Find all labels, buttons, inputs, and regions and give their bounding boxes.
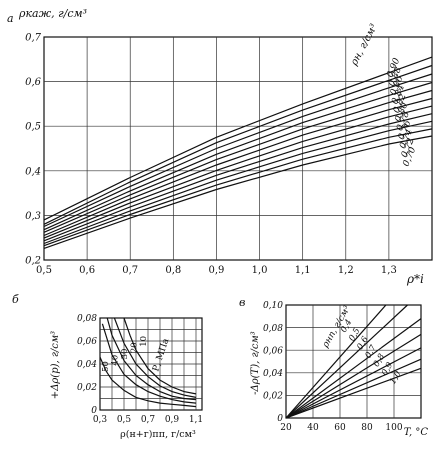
panel-1-y-tick-label: 0,4 xyxy=(25,166,41,177)
panel-2-series-line xyxy=(99,356,197,408)
panel-1-x-tick-label: 1,2 xyxy=(338,265,354,276)
panel-1-series-line xyxy=(43,105,433,239)
panel-3-series-line xyxy=(285,304,408,419)
panel-1-x-tick-label: 1,0 xyxy=(252,265,268,276)
panel-1-series-line xyxy=(43,81,433,231)
panel-1-x-tick-label: 0,8 xyxy=(165,265,181,276)
panel-3-x-axis-label: T, °C xyxy=(404,427,429,438)
panel-2-series-label: 10 xyxy=(139,336,149,347)
panel-1-series-line xyxy=(43,135,433,249)
panel-1-y-tick-label: 0,7 xyxy=(25,33,42,44)
panel-1-y-tick-label: 0,5 xyxy=(25,122,41,133)
panel-1-x-tick-label: 0,6 xyxy=(79,265,95,276)
panel-3-x-tick-label: 60 xyxy=(334,423,346,433)
panel-1-series-line xyxy=(43,128,433,247)
panel-1-frame xyxy=(43,36,433,261)
panel-1-y-tick-label: 0,2 xyxy=(25,256,41,267)
panel-2-series-label: 20 xyxy=(130,342,140,353)
panel-3-panel-letter: в xyxy=(239,296,245,309)
panel-2-y-tick-label: 0,04 xyxy=(77,360,97,370)
panel-2-x-tick-label: 0,7 xyxy=(141,415,156,425)
panel-2-legend-title: Р, МПа xyxy=(151,337,171,373)
panel-1-legend-title: ρн, г/см³ xyxy=(348,22,379,68)
panel-3-x-tick-label: 20 xyxy=(280,423,292,433)
panel-1-series-line xyxy=(43,56,433,221)
panel-3-y-tick-label: 0,10 xyxy=(263,301,283,311)
panel-2-series-line xyxy=(123,317,197,395)
panel-3-frame xyxy=(285,304,422,419)
panel-2-x-tick-label: 0,5 xyxy=(117,415,132,425)
panel-2-series-label: 50 xyxy=(101,361,111,372)
panel-1-panel-letter: а xyxy=(7,12,14,25)
panel-1-series-line xyxy=(43,113,433,242)
panel-3-y-tick-label: 0,04 xyxy=(263,369,283,379)
panel-2-x-tick-label: 1,1 xyxy=(189,415,203,425)
panel-2-x-axis-label: ρ(н+г)пп, г/см³ xyxy=(120,429,196,440)
panel-1-series-line xyxy=(43,97,433,237)
panel-1-x-tick-label: 0,7 xyxy=(122,265,138,276)
panel-3-x-tick-label: 100 xyxy=(385,423,402,433)
panel-2-y-tick-label: 0,08 xyxy=(77,314,97,324)
panel-1-x-tick-label: 1,1 xyxy=(295,265,311,276)
panel-2-series-line xyxy=(106,317,197,401)
panel-3-series-line xyxy=(285,304,387,419)
panel-2-series-line xyxy=(113,317,197,398)
panel-3-series-line xyxy=(285,358,422,419)
panel-2-y-tick-label: 0,02 xyxy=(77,383,97,393)
panel-1-x-tick-label: 1,3 xyxy=(381,265,397,276)
panel-1-y-tick-label: 0,6 xyxy=(25,77,42,88)
panel-3-y-axis-label: -Δρ(T), г/см³ xyxy=(250,331,261,395)
panel-2-y-axis-label: +Δρ(p), г/см³ xyxy=(50,331,61,399)
panel-2-series-line xyxy=(101,323,197,404)
panel-1-x-tick-label: 0,5 xyxy=(36,265,52,276)
panel-2-series-label: 40 xyxy=(111,355,121,366)
panel-3-series-line xyxy=(285,347,422,419)
panel-3-x-tick-label: 40 xyxy=(307,423,319,433)
panel-2-y-tick-label: 0 xyxy=(91,406,97,416)
panel-1-x-tick-label: 0,9 xyxy=(208,265,224,276)
panel-1-y-axis-label: ρкаж, г/см³ xyxy=(18,7,87,20)
panel-3-y-tick-label: 0,08 xyxy=(263,324,283,334)
panel-1-series-line xyxy=(43,73,433,228)
panel-3-y-tick-label: 0 xyxy=(277,414,283,424)
panel-1-series-line xyxy=(43,64,433,225)
panel-2-series-label: 30 xyxy=(120,349,130,360)
panel-2-panel-letter: б xyxy=(12,293,19,306)
panel-3-y-tick-label: 0,02 xyxy=(263,392,283,402)
panel-2-x-tick-label: 0,9 xyxy=(165,415,180,425)
panel-2-y-tick-label: 0,06 xyxy=(77,337,97,347)
panel-2-x-tick-label: 0,3 xyxy=(93,415,108,425)
panel-3-series-line xyxy=(285,367,422,419)
panel-1-series-line xyxy=(43,120,433,245)
panel-3-x-tick-label: 80 xyxy=(361,423,373,433)
panel-3-series-line xyxy=(285,333,422,419)
panel-3-y-tick-label: 0,06 xyxy=(263,346,283,356)
panel-1-x-axis-label: ρ*i xyxy=(406,272,424,286)
panel-1-series-line xyxy=(43,89,433,233)
panel-1-y-tick-label: 0,3 xyxy=(25,211,41,222)
panel-3-series-line xyxy=(285,318,422,419)
